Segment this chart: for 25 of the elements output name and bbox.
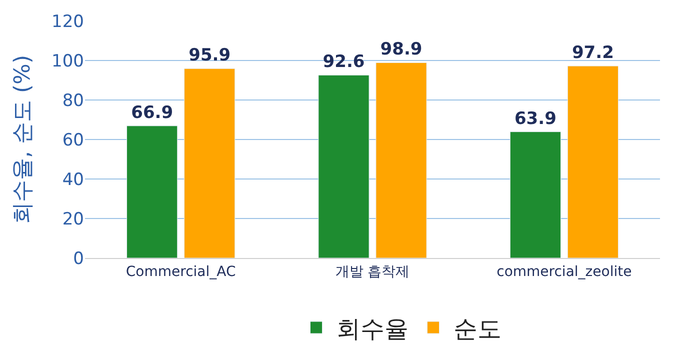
bar: [376, 62, 427, 258]
data-label: 97.2: [572, 43, 614, 64]
x-tick-label: commercial_zeolite: [496, 264, 632, 280]
bar: [126, 126, 178, 258]
bar: [184, 68, 236, 258]
data-label: 92.6: [322, 52, 365, 72]
x-tick-label: 개발 흡착제: [335, 264, 410, 280]
data-label: 63.9: [514, 108, 556, 129]
y-tick-label: 0: [73, 248, 84, 269]
legend-label: 순도: [453, 314, 502, 343]
y-tick-label: 60: [62, 130, 84, 150]
data-label: 95.9: [188, 46, 231, 66]
y-tick-label: 100: [52, 51, 84, 72]
bar: [318, 74, 370, 258]
y-tick-label: 80: [62, 90, 84, 111]
y-tick-label: 20: [62, 209, 84, 230]
data-label: 66.9: [131, 102, 174, 123]
y-axis-title: 회수율, 순도 (%): [10, 54, 36, 224]
y-tick-label: 120: [52, 12, 84, 32]
legend-label: 회수율: [336, 314, 408, 343]
data-label: 98.9: [380, 40, 422, 60]
bar: [567, 66, 618, 258]
y-tick-label: 40: [62, 170, 84, 190]
x-tick-label: Commercial_AC: [126, 264, 236, 280]
bar: [510, 132, 561, 258]
